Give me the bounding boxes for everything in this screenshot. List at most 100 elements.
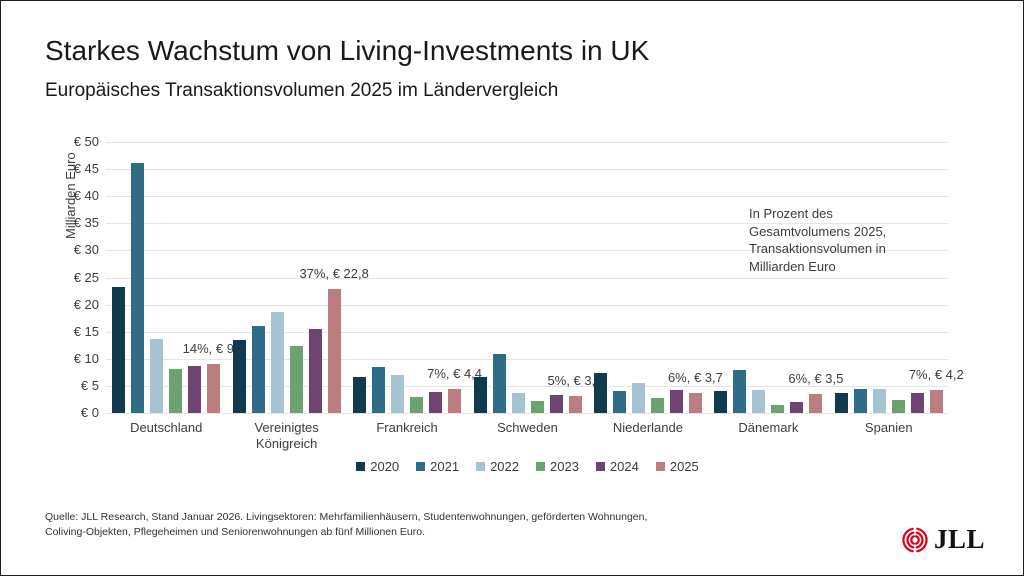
legend-label: 2021 — [430, 459, 460, 474]
bar-2024 — [308, 328, 322, 413]
y-axis-tick-label: € 0 — [80, 405, 99, 420]
gridline — [106, 196, 949, 198]
chart-legend: 2020 2021 2022 2023 2024 2025 — [106, 459, 949, 474]
gridline — [106, 331, 949, 333]
bar-2021 — [733, 370, 747, 413]
bar-2020 — [473, 377, 487, 413]
legend-item-2020: 2020 — [356, 459, 399, 474]
source-note: Quelle: JLL Research, Stand Januar 2026.… — [45, 511, 648, 538]
bar-2020 — [112, 287, 126, 413]
bar-2022 — [150, 339, 164, 413]
y-axis-tick-label: € 20 — [73, 296, 99, 312]
bar-2021 — [492, 354, 506, 413]
bar-2023 — [771, 404, 785, 413]
y-axis-tick-label: € 35 — [73, 215, 99, 231]
bar-2025 — [809, 394, 823, 413]
bar-2022 — [752, 390, 766, 413]
jll-logo-mark-icon — [901, 526, 929, 554]
bar-2020 — [593, 373, 607, 413]
gridline — [106, 358, 949, 360]
bar-2024 — [790, 401, 804, 413]
bar-2021 — [612, 391, 626, 413]
legend-label: 2022 — [490, 459, 519, 474]
bar-2020 — [714, 390, 728, 413]
value-label-2025: 7%, € 4,2 — [908, 367, 964, 383]
y-axis-tick-label: € 5 — [80, 377, 99, 393]
jll-logo-text: JLL — [933, 524, 985, 554]
y-axis-tick-label: € 45 — [73, 161, 99, 177]
y-axis-tick-label: € 40 — [73, 188, 99, 204]
bar-2025 — [207, 364, 221, 413]
x-axis-category-label: Dänemark — [738, 420, 799, 435]
legend-swatch-icon — [416, 462, 426, 471]
bar-2023 — [530, 401, 544, 413]
bar-2022 — [631, 382, 645, 413]
bar-2023 — [169, 368, 183, 413]
value-label-2025: 6%, € 3,5 — [788, 371, 844, 387]
bar-2022 — [872, 389, 886, 413]
gridline — [106, 250, 949, 252]
x-axis-category-label: Schweden — [497, 420, 558, 435]
bar-2024 — [910, 393, 924, 413]
legend-swatch-icon — [655, 462, 665, 471]
gridline — [106, 413, 949, 414]
legend-label: 2024 — [609, 459, 639, 474]
bar-2024 — [549, 394, 563, 413]
bar-2021 — [853, 389, 867, 413]
y-axis-tick-label: € 25 — [73, 269, 99, 285]
legend-item-2021: 2021 — [416, 459, 459, 474]
gridline — [106, 169, 949, 171]
bar-2021 — [131, 162, 145, 413]
bar-2023 — [650, 397, 664, 413]
page-title: Starkes Wachstum von Living-Investments … — [45, 35, 650, 66]
bar-2022 — [270, 312, 284, 413]
bar-2020 — [353, 377, 367, 413]
bar-2023 — [410, 397, 424, 413]
legend-item-2025: 2025 — [655, 459, 699, 474]
bar-2020 — [834, 393, 848, 413]
value-label-2025: 5%, € 3,1 — [547, 373, 603, 389]
bar-2023 — [891, 399, 905, 413]
value-label-2025: 37%, € 22,8 — [299, 266, 369, 282]
bar-2025 — [688, 392, 702, 413]
value-label-2025: 6%, € 3,7 — [667, 369, 723, 385]
y-axis-tick-label: € 15 — [73, 323, 99, 339]
y-axis-tick-label: € 50 — [73, 134, 99, 149]
bar-2024 — [429, 391, 443, 413]
value-label-2025: 14%, € 9,0 — [182, 341, 245, 357]
y-axis-tick-label: € 30 — [73, 242, 99, 258]
bar-2025 — [929, 390, 943, 413]
x-axis-category-label: Frankreich — [376, 420, 438, 435]
bar-2024 — [188, 365, 202, 413]
legend-swatch-icon — [595, 462, 605, 471]
legend-label: 2025 — [669, 459, 699, 474]
y-axis-tick-label: € 10 — [73, 350, 99, 366]
legend-item-2024: 2024 — [595, 459, 639, 474]
legend-label: 2023 — [550, 459, 579, 474]
legend-swatch-icon — [356, 462, 366, 471]
gridline — [106, 277, 949, 279]
jll-logo: JLL — [901, 524, 985, 555]
legend-item-2022: 2022 — [476, 459, 519, 474]
bar-2022 — [391, 374, 405, 413]
bar-2023 — [289, 346, 303, 413]
gridline — [106, 385, 949, 387]
bar-2021 — [372, 366, 386, 413]
bar-2025 — [327, 289, 341, 413]
page-subtitle: Europäisches Transaktionsvolumen 2025 im… — [45, 80, 559, 101]
bar-2020 — [232, 340, 246, 413]
gridline — [106, 304, 949, 306]
x-axis-category-label: Vereinigtes Königreich — [254, 420, 319, 451]
legend-swatch-icon — [536, 462, 545, 471]
x-axis-category-label: Deutschland — [130, 420, 203, 435]
legend-item-2023: 2023 — [536, 459, 579, 474]
legend-label: 2020 — [370, 459, 400, 474]
chart-annotation: In Prozent des Gesamtvolumens 2025, Tran… — [749, 206, 887, 274]
bar-2024 — [669, 389, 683, 413]
x-axis-category-label: Spanien — [864, 420, 913, 435]
bar-2022 — [511, 392, 525, 413]
bar-2025 — [448, 389, 462, 413]
x-axis-category-label: Niederlande — [612, 420, 683, 435]
gridline — [106, 142, 949, 143]
